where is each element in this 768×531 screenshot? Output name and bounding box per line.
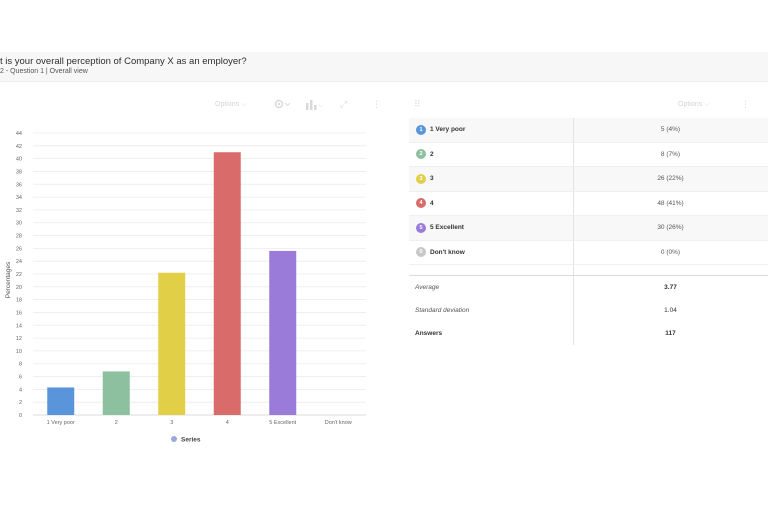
options-label: Options	[678, 101, 703, 108]
stat-value: 117	[665, 330, 676, 337]
answer-badge: 5	[416, 222, 426, 233]
table-row: 0 Don't know 0 (0%)	[409, 240, 768, 265]
page-title: t is your overall perception of Company …	[0, 56, 247, 67]
results-table: 1 1 Very poor 5 (4%) 2 2 8 (7%) 3 3 26 (22%) 4 4 48…	[409, 118, 768, 345]
options-label: Options	[215, 101, 240, 108]
y-tick-label: 0	[19, 413, 22, 419]
question-header: t is your overall perception of Company …	[0, 52, 768, 82]
table-row: 4 4 48 (41%)	[409, 191, 768, 216]
bar[interactable]	[47, 387, 75, 415]
settings-dropdown[interactable]	[274, 99, 292, 111]
y-axis: 0246810121416182022242628303234363840424…	[16, 131, 22, 419]
options-dropdown[interactable]: Options ⌵	[215, 101, 246, 109]
chart-grid	[33, 132, 366, 416]
drag-handle-icon[interactable]: ⠿	[414, 99, 421, 109]
x-tick-label: Don't know	[325, 420, 352, 426]
chart-legend[interactable]: Series	[171, 436, 201, 444]
y-tick-label: 32	[16, 208, 22, 214]
answer-count: 8 (7%)	[660, 150, 681, 158]
stat-label: Standard deviation	[415, 307, 470, 314]
y-tick-label: 18	[16, 298, 22, 304]
answer-badge: 0	[416, 247, 426, 257]
legend-marker	[171, 436, 177, 442]
table-row: 1 1 Very poor 5 (4%)	[409, 118, 768, 143]
chevron-down-icon: ⌵	[704, 101, 710, 108]
chevron-down-icon: ⌵	[241, 101, 247, 108]
answer-count: 5 (4%)	[660, 126, 681, 133]
y-tick-label: 14	[16, 323, 22, 329]
bar[interactable]	[102, 371, 130, 415]
y-tick-label: 10	[16, 349, 22, 355]
bar[interactable]	[158, 272, 186, 415]
answer-count: 26 (22%)	[657, 175, 684, 182]
chart-type-dropdown[interactable]: ⌵	[306, 99, 323, 110]
y-tick-label: 34	[16, 195, 22, 201]
y-tick-label: 30	[16, 221, 22, 227]
bar[interactable]	[269, 250, 297, 415]
answer-badge: 3	[416, 173, 426, 184]
y-tick-label: 22	[16, 272, 22, 278]
stat-label: Answers	[415, 330, 443, 337]
legend-entry: Series	[181, 437, 201, 444]
y-tick-label: 4	[19, 387, 22, 393]
bar-chart-icon	[306, 99, 317, 110]
answer-rows: 1 1 Very poor 5 (4%) 2 2 8 (7%) 3 3 26 (22%) 4 4 48…	[409, 118, 768, 265]
y-tick-label: 28	[16, 234, 22, 240]
breadcrumb: 2 - Question 1 | Overall view	[0, 68, 88, 75]
statistics: Average 3.77 Standard deviation 1.04 Answers…	[409, 276, 768, 345]
bar[interactable]	[213, 152, 241, 415]
table-divider	[409, 265, 768, 276]
expand-icon[interactable]: ⤢	[340, 99, 348, 109]
answer-count: 0 (0%)	[660, 248, 681, 256]
answer-badge: 2	[416, 149, 426, 159]
y-tick-label: 6	[19, 375, 22, 381]
x-tick-label: 2	[115, 420, 118, 426]
answer-label: 3	[430, 175, 434, 182]
stat-label: Average	[415, 284, 440, 291]
stat-value: 1.04	[664, 307, 677, 314]
y-axis-label: Percentages	[5, 261, 12, 298]
y-tick-label: 12	[16, 336, 22, 342]
stat-row: Answers 117	[409, 322, 768, 345]
chevron-down-icon: ⌵	[318, 102, 324, 109]
y-tick-label: 40	[16, 157, 22, 163]
table-row: 5 5 Excellent 30 (26%)	[409, 216, 768, 241]
answer-label: 2	[430, 150, 434, 158]
answer-label: Don't know	[430, 248, 465, 256]
stat-value: 3.77	[664, 284, 677, 291]
answer-label: 5 Excellent	[430, 224, 464, 231]
answer-count: 48 (41%)	[657, 199, 684, 207]
answer-badge: 1	[416, 124, 426, 135]
table-row: 3 3 26 (22%)	[409, 167, 768, 192]
y-tick-label: 2	[19, 400, 22, 406]
more-options-icon[interactable]: ⋮	[741, 99, 750, 109]
y-tick-label: 24	[16, 259, 22, 265]
x-tick-label: 5 Excellent	[269, 420, 296, 426]
answer-label: 4	[430, 199, 434, 207]
y-tick-label: 8	[19, 362, 22, 368]
answer-label: 1 Very poor	[430, 126, 466, 133]
y-tick-label: 26	[16, 246, 22, 252]
y-tick-label: 36	[16, 182, 22, 188]
stat-row: Average 3.77	[409, 276, 768, 299]
answer-badge: 4	[416, 198, 426, 208]
table-options-dropdown[interactable]: Options ⌵	[678, 101, 709, 109]
x-tick-label: 4	[226, 420, 229, 426]
y-tick-label: 38	[16, 169, 22, 175]
x-tick-label: 3	[170, 420, 173, 426]
chart-bars	[47, 152, 297, 415]
stat-row: Standard deviation 1.04	[409, 299, 768, 322]
y-tick-label: 42	[16, 144, 22, 150]
gear-icon	[274, 99, 291, 109]
x-tick-label: 1 Very poor	[47, 420, 75, 426]
answer-count: 30 (26%)	[657, 224, 684, 231]
more-options-icon[interactable]: ⋮	[372, 99, 381, 109]
bar-chart: 0246810121416182022242628303234363840424…	[5, 131, 366, 444]
y-tick-label: 20	[16, 285, 22, 291]
y-tick-label: 16	[16, 310, 22, 316]
x-axis: 1 Very poor 2 3 4 5 Excellent Don't know	[47, 420, 352, 426]
y-tick-label: 44	[16, 131, 22, 137]
